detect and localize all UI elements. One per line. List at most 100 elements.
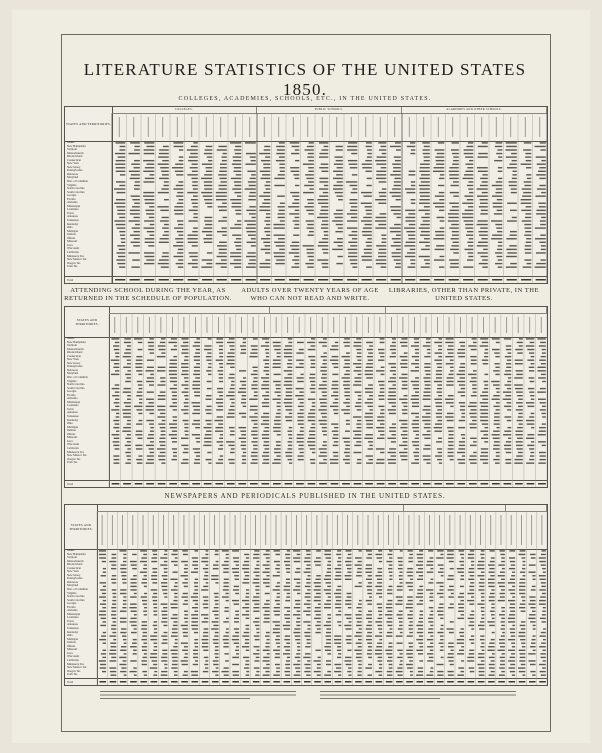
- numeric-cell: [214, 653, 219, 655]
- numeric-cell: [491, 607, 495, 609]
- numeric-cell: [191, 621, 199, 623]
- numeric-cell: [323, 458, 327, 461]
- numeric-cell: [147, 341, 154, 344]
- total-cell: [263, 681, 270, 683]
- numeric-cell: [265, 213, 271, 215]
- numeric-cell: [298, 348, 304, 351]
- numeric-cell: [532, 674, 536, 676]
- numeric-cell: [406, 635, 413, 637]
- numeric-cell: [540, 653, 546, 655]
- numeric-cell: [379, 631, 383, 634]
- numeric-cell: [248, 199, 256, 201]
- numeric-cell: [356, 355, 362, 358]
- numeric-cell: [288, 206, 300, 208]
- numeric-cell: [145, 405, 154, 408]
- numeric-cell: [193, 592, 199, 595]
- numeric-cell: [227, 359, 235, 361]
- numeric-cell: [500, 628, 505, 630]
- numeric-cell: [367, 398, 373, 400]
- numeric-cell: [375, 159, 387, 162]
- numeric-cell: [518, 667, 526, 669]
- numeric-cell: [305, 592, 311, 595]
- numeric-cell: [253, 553, 260, 556]
- numeric-cell: [194, 578, 199, 580]
- numeric-cell: [163, 553, 168, 556]
- numeric-cell: [160, 603, 168, 605]
- total-cell: [180, 483, 189, 485]
- numeric-cell: [162, 617, 168, 620]
- column-subheader: [460, 317, 461, 333]
- numeric-cell: [437, 631, 444, 634]
- numeric-cell: [459, 560, 464, 563]
- numeric-cell: [525, 206, 532, 208]
- numeric-cell: [365, 434, 373, 436]
- numeric-cell: [447, 426, 454, 429]
- numeric-cell: [273, 430, 281, 432]
- numeric-cell: [420, 230, 430, 233]
- numeric-cell: [231, 567, 239, 570]
- numeric-cell: [307, 152, 314, 155]
- numeric-cell: [115, 167, 126, 169]
- numeric-cell: [460, 345, 466, 347]
- numeric-cell: [353, 451, 362, 454]
- numeric-cell: [465, 163, 474, 165]
- numeric-cell: [532, 610, 536, 612]
- numeric-cell: [263, 412, 270, 415]
- numeric-cell: [408, 170, 416, 172]
- numeric-cell: [471, 610, 475, 612]
- numeric-cell: [537, 366, 546, 368]
- numeric-cell: [323, 607, 332, 609]
- numeric-cell: [457, 571, 464, 573]
- numeric-cell: [229, 262, 242, 265]
- state-label: Ohio: [67, 634, 73, 638]
- numeric-cell: [449, 266, 459, 268]
- numeric-cell: [293, 614, 301, 616]
- numeric-cell: [317, 603, 321, 605]
- numeric-cell: [518, 635, 526, 637]
- numeric-cell: [349, 259, 358, 261]
- numeric-cell: [316, 628, 321, 630]
- numeric-cell: [112, 441, 120, 443]
- numeric-cell: [398, 560, 403, 563]
- numeric-cell: [126, 441, 131, 443]
- numeric-cell: [278, 209, 285, 212]
- numeric-cell: [530, 589, 536, 591]
- numeric-cell: [539, 167, 546, 169]
- numeric-cell: [310, 338, 316, 340]
- numeric-cell: [333, 455, 339, 457]
- numeric-cell: [193, 567, 199, 570]
- numeric-cell: [366, 557, 372, 559]
- numeric-cell: [283, 402, 293, 404]
- numeric-cell: [178, 159, 184, 162]
- numeric-cell: [332, 248, 343, 251]
- numeric-cell: [171, 167, 184, 169]
- numeric-cell: [432, 170, 445, 172]
- numeric-cell: [262, 405, 270, 408]
- numeric-cell: [415, 366, 420, 368]
- total-cell: [467, 681, 475, 683]
- numeric-cell: [171, 458, 177, 461]
- numeric-cell: [353, 363, 362, 365]
- numeric-cell: [416, 674, 424, 676]
- numeric-cell: [149, 338, 154, 340]
- numeric-cell: [286, 571, 291, 573]
- numeric-cell: [375, 199, 387, 201]
- numeric-cell: [539, 241, 546, 243]
- numeric-cell: [338, 674, 342, 676]
- numeric-cell: [452, 241, 459, 243]
- numeric-cell: [292, 220, 300, 222]
- numeric-cell: [135, 430, 143, 432]
- numeric-cell: [218, 348, 224, 351]
- numeric-cell: [175, 184, 184, 187]
- column-subheader: [218, 317, 219, 333]
- numeric-cell: [390, 209, 401, 212]
- numeric-cell: [327, 617, 332, 620]
- numeric-cell: [286, 592, 291, 595]
- numeric-cell: [481, 142, 488, 144]
- numeric-cell: [452, 234, 459, 236]
- numeric-cell: [101, 560, 107, 563]
- numeric-cell: [504, 384, 512, 386]
- numeric-cell: [403, 448, 408, 450]
- numeric-cell: [542, 638, 546, 641]
- numeric-cell: [519, 550, 526, 552]
